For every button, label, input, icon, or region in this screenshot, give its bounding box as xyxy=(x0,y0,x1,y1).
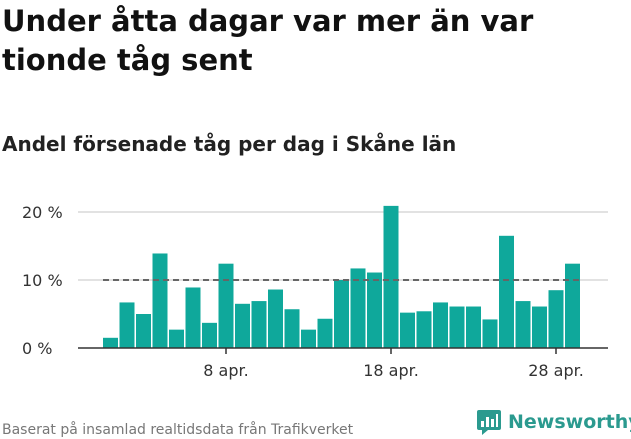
bar xyxy=(185,287,201,348)
bar xyxy=(152,253,168,348)
bar xyxy=(284,309,300,348)
bar xyxy=(218,263,234,348)
y-tick-label: 10 % xyxy=(22,271,63,290)
source-note: Baserat på insamlad realtidsdata från Tr… xyxy=(2,422,354,438)
bar xyxy=(268,289,283,348)
chart-title: Under åtta dagar var mer än var tionde t… xyxy=(2,4,534,77)
bar xyxy=(251,301,267,348)
bar xyxy=(400,312,415,348)
bar xyxy=(482,319,498,348)
brand-logo: Newsworthy xyxy=(476,408,631,436)
bar xyxy=(317,318,333,348)
bar xyxy=(548,290,564,348)
bar xyxy=(515,301,531,348)
bar-chart: 0 % 10 % 20 % 8 apr. 18 apr. 28 apr. xyxy=(22,203,608,380)
bar xyxy=(350,268,366,348)
y-tick-label: 0 % xyxy=(22,339,52,358)
bar xyxy=(334,280,349,348)
bar xyxy=(416,311,432,348)
bar xyxy=(235,303,250,348)
bar xyxy=(499,235,514,348)
bar xyxy=(532,306,547,348)
y-tick-label: 20 % xyxy=(22,203,63,222)
newsworthy-icon xyxy=(477,410,501,435)
bar xyxy=(433,302,448,348)
bar xyxy=(202,322,217,348)
bar xyxy=(466,306,481,348)
bar xyxy=(119,302,135,348)
x-tick-label: 18 apr. xyxy=(363,361,419,380)
bar xyxy=(565,263,580,348)
brand-name: Newsworthy xyxy=(508,411,631,433)
bar xyxy=(169,329,184,348)
x-tick-label: 28 apr. xyxy=(528,361,584,380)
bar xyxy=(383,205,399,348)
bar xyxy=(367,272,382,348)
bar xyxy=(136,314,151,348)
bar xyxy=(103,337,118,348)
bar xyxy=(449,306,465,348)
bar-layer xyxy=(103,205,580,348)
x-tick-label: 8 apr. xyxy=(203,361,248,380)
bar xyxy=(301,329,316,348)
axis-layer: 0 % 10 % 20 % 8 apr. 18 apr. 28 apr. xyxy=(22,203,608,380)
chart-subtitle: Andel försenade tåg per dag i Skåne län xyxy=(2,132,457,156)
